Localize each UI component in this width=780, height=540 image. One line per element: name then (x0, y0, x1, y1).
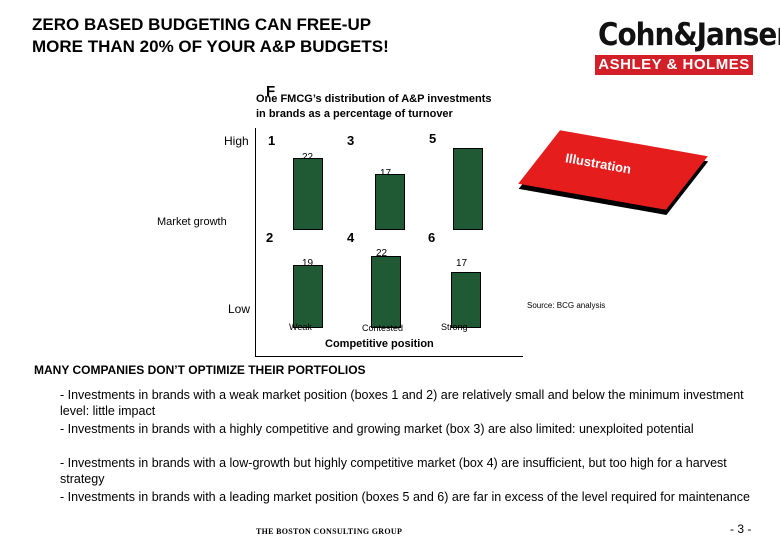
title-line-1: ZERO BASED BUDGETING CAN FREE-UP (32, 15, 372, 34)
x-axis-contested: Contested (362, 323, 404, 333)
y-axis-high: High (224, 134, 249, 148)
x-axis-label: Competitive position (325, 338, 434, 350)
matrix-title: F One FMCG’s distribution of A&P investm… (256, 84, 492, 122)
matrix-box-6: 6 17 (424, 226, 512, 326)
bar-box-6 (451, 271, 481, 328)
bar-box-4 (371, 255, 401, 328)
box-number: 6 (428, 230, 436, 245)
page-number: - 3 - (730, 522, 752, 536)
matrix-title-letter: F (266, 83, 276, 100)
title-line-2: MORE THAN 20% OF YOUR A&P BUDGETS! (32, 37, 389, 56)
source-note: Source: BCG analysis (527, 301, 606, 310)
box-number: 5 (429, 131, 437, 146)
y-axis-low: Low (228, 302, 251, 316)
bar-box-3 (375, 173, 405, 230)
bullet-4: - Investments in brands with a leading m… (60, 490, 750, 504)
matrix-box-1: 1 22 (262, 128, 350, 228)
bar-box-2 (293, 265, 323, 328)
box-number: 3 (347, 133, 355, 148)
box-percentage: 19 (302, 258, 314, 269)
box-number: 2 (266, 230, 274, 245)
bar-box-1 (293, 157, 323, 230)
bullet-2: - Investments in brands with a highly co… (60, 422, 694, 436)
box-percentage: 22 (302, 152, 313, 163)
box-number: 1 (268, 133, 276, 148)
footer-company: THE BOSTON CONSULTING GROUP (256, 527, 403, 536)
slide-title: ZERO BASED BUDGETING CAN FREE-UP MORE TH… (32, 14, 552, 58)
matrix-title-line-1: One FMCG’s distribution of A&P investmen… (256, 93, 492, 105)
box-percentage: 17 (380, 168, 391, 179)
section-subheading: MANY COMPANIES DON’T OPTIMIZE THEIR PORT… (34, 363, 366, 377)
logo-wordmark: Cohn&Jansen (598, 17, 780, 53)
matrix-box-3: 3 17 (343, 128, 431, 228)
box-percentage: 22 (376, 248, 388, 259)
box-number: 4 (347, 230, 355, 245)
y-axis-label: Market growth (157, 216, 227, 228)
portfolio-matrix: 1 22 3 17 5 25 2 19 4 22 6 17 (255, 128, 523, 357)
logo-tagline: ASHLEY & HOLMES (595, 55, 753, 75)
bullet-1: - Investments in brands with a weak mark… (60, 388, 744, 418)
bar-box-5 (453, 148, 483, 230)
matrix-box-4: 4 22 (343, 226, 431, 326)
bullet-3: - Investments in brands with a low-growt… (60, 456, 727, 486)
x-axis-weak: Weak (289, 322, 312, 332)
x-axis-strong: Strong (441, 322, 468, 332)
box-percentage: 17 (456, 258, 468, 269)
matrix-title-line-2: in brands as a percentage of turnover (256, 108, 453, 120)
matrix-box-2: 2 19 (262, 226, 350, 326)
